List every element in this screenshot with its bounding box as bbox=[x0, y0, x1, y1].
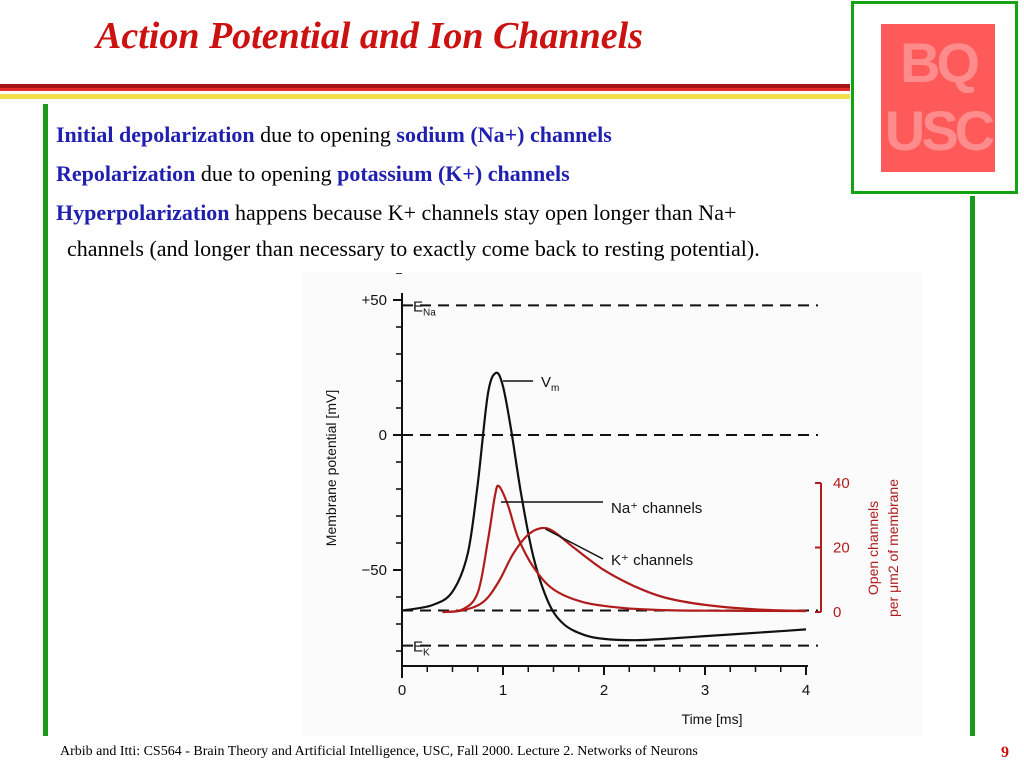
usc-logo: BQ USC bbox=[851, 1, 1018, 194]
page-number: 9 bbox=[1001, 744, 1009, 761]
y2-axis-label: per μm2 of membrane bbox=[885, 479, 901, 617]
series-line bbox=[442, 484, 807, 614]
action-potential-figure: ENa EK +50 0 −50 Membrane potential [mV] 0 1 2 3 4… bbox=[303, 272, 923, 736]
title-rule-yellow bbox=[0, 94, 850, 99]
k-leader-line bbox=[545, 528, 604, 560]
action-potential-chart: ENa EK +50 0 −50 Membrane potential [mV] 0 1 2 3 4… bbox=[323, 272, 901, 727]
reference-line-label: EK bbox=[413, 639, 430, 659]
x-tick-label: 1 bbox=[499, 682, 507, 699]
logo-text-bottom: USC bbox=[884, 99, 995, 162]
term-sodium-channels: sodium (Na+) channels bbox=[396, 122, 612, 147]
y-tick-label: 0 bbox=[379, 427, 387, 444]
bullet-hyperpolarization-continued: channels (and longer than necessary to e… bbox=[67, 236, 760, 261]
slide-title: Action Potential and Ion Channels bbox=[96, 15, 643, 57]
term-hyperpolarization: Hyperpolarization bbox=[56, 200, 230, 225]
k-channels-label: K⁺ channels bbox=[611, 552, 693, 569]
y-tick-label: +50 bbox=[362, 292, 387, 309]
x-axis-label: Time [ms] bbox=[682, 711, 743, 727]
x-tick-label: 4 bbox=[802, 682, 810, 699]
vm-label: Vm bbox=[541, 374, 559, 394]
bullet-text: happens because K+ channels stay open lo… bbox=[229, 200, 737, 225]
y2-tick-label: 40 bbox=[833, 475, 850, 492]
y-tick-label: −50 bbox=[362, 562, 387, 579]
bullet-text: due to opening bbox=[195, 161, 338, 186]
series-line bbox=[442, 526, 807, 614]
bullet-hyperpolarization: Hyperpolarization happens because K+ cha… bbox=[56, 200, 736, 226]
logo-image: BQ USC bbox=[881, 24, 995, 172]
reference-line-label: ENa bbox=[413, 298, 436, 318]
bullet-depolarization: Initial depolarization due to opening so… bbox=[56, 122, 612, 148]
bullet-text: due to opening bbox=[254, 122, 397, 147]
na-channels-label: Na⁺ channels bbox=[611, 500, 702, 517]
title-rule-red bbox=[0, 88, 850, 91]
x-tick-label: 3 bbox=[701, 682, 709, 699]
title-rule-dark bbox=[0, 84, 850, 88]
series-line bbox=[401, 371, 807, 642]
x-tick-label: 0 bbox=[398, 682, 406, 699]
left-accent-bar bbox=[43, 104, 48, 736]
y2-axis-label: Open channels bbox=[865, 501, 881, 595]
footer-citation: Arbib and Itti: CS564 - Brain Theory and… bbox=[60, 744, 698, 759]
term-potassium-channels: potassium (K+) channels bbox=[337, 161, 570, 186]
y2-tick-label: 0 bbox=[833, 604, 841, 621]
term-repolarization: Repolarization bbox=[56, 161, 196, 186]
y-axis-label: Membrane potential [mV] bbox=[323, 390, 339, 546]
x-tick-label: 2 bbox=[600, 682, 608, 699]
right-accent-bar bbox=[970, 196, 975, 736]
bullet-repolarization: Repolarization due to opening potassium … bbox=[56, 161, 570, 187]
logo-text-top: BQ bbox=[900, 31, 980, 94]
y2-tick-label: 20 bbox=[833, 540, 850, 557]
term-initial-depolarization: Initial depolarization bbox=[56, 122, 255, 147]
